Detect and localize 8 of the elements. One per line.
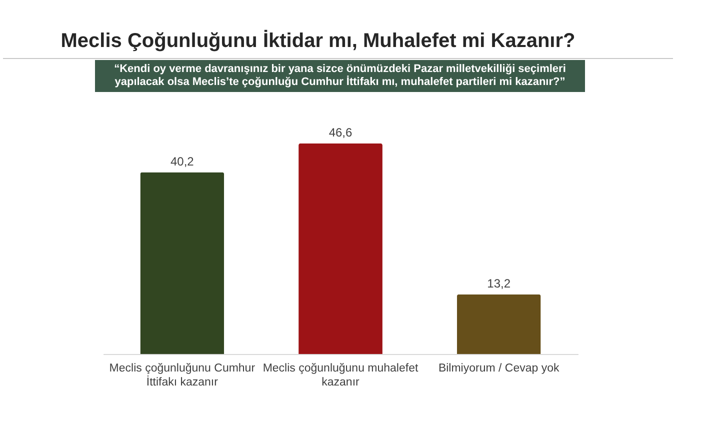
data-label: 46,6 [328, 125, 352, 140]
chart-title: Meclis Çoğunluğunu İktidar mı, Muhalefet mi Kazanır? [60, 30, 576, 53]
x-tick-label: Meclis çoğunluğunu Cumhur İttifakı kazanır [109, 362, 256, 388]
chart-subtitle: “Kendi oy verme davranışınız bir yana sizce önümüzdeki Pazar milletvekilliği seçimleri yapılacak olsa Meclis’te çoğunluğu Cumhur İttifakı mı, muhalefet partileri mi kazanır?” [95, 60, 585, 92]
x-tick-label: Bilmiyorum / Cevap yok [438, 362, 560, 374]
data-label: 13,2 [487, 276, 511, 290]
data-label: 40,2 [170, 154, 194, 168]
x-tick-label: Meclis çoğunluğunu muhalefet kazanır [262, 362, 419, 388]
